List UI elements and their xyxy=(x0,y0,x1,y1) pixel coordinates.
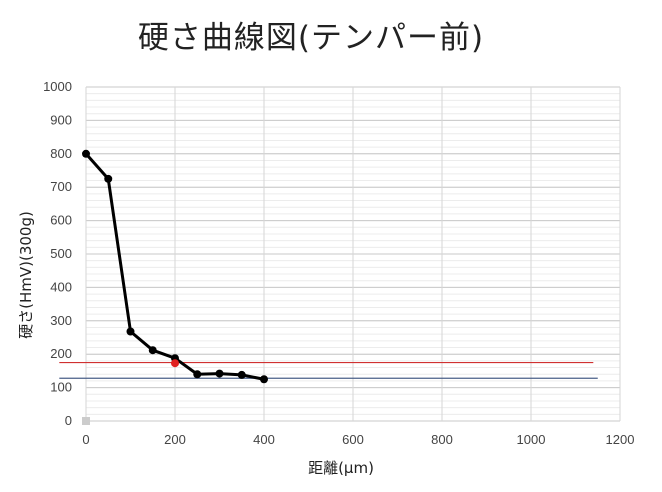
chart-title: 硬さ曲線図(テンパー前) xyxy=(137,20,485,56)
data-point xyxy=(260,375,268,384)
y-tick-label: 500 xyxy=(50,246,72,261)
major-gridlines xyxy=(85,86,621,422)
y-tick-label: 800 xyxy=(50,146,72,161)
y-tick-label: 600 xyxy=(50,213,72,228)
x-tick-label: 400 xyxy=(253,432,275,447)
y-axis-label: 硬さ(HmV)(300g) xyxy=(17,211,35,339)
series-layer xyxy=(82,149,268,425)
data-point xyxy=(148,346,157,355)
y-tick-label: 100 xyxy=(50,380,72,395)
data-point xyxy=(237,370,246,379)
y-tick-label: 400 xyxy=(50,279,72,294)
x-tick-label: 1200 xyxy=(606,432,635,447)
data-point xyxy=(82,149,90,158)
x-tick-label: 1000 xyxy=(517,432,546,447)
y-tick-label: 900 xyxy=(50,112,72,127)
data-point xyxy=(215,369,224,378)
x-axis-label: 距離(μm) xyxy=(308,459,374,477)
highlight-point xyxy=(171,359,179,368)
x-tick-label: 200 xyxy=(164,432,186,447)
y-axis-ticks: 0 100 200 300 400 500 600 700 800 900 1000 xyxy=(43,79,72,428)
data-point xyxy=(126,327,135,336)
y-tick-label: 700 xyxy=(50,179,72,194)
data-point xyxy=(193,370,202,379)
x-tick-label: 600 xyxy=(342,432,364,447)
x-tick-label: 800 xyxy=(431,432,453,447)
y-tick-label: 200 xyxy=(50,346,72,361)
x-tick-label: 0 xyxy=(82,432,89,447)
y-tick-label: 300 xyxy=(50,313,72,328)
origin-marker xyxy=(82,417,90,425)
x-axis-ticks: 0 200 400 600 800 1000 1200 xyxy=(82,432,634,447)
y-tick-label: 1000 xyxy=(43,79,72,94)
data-point xyxy=(104,174,113,183)
reference-lines xyxy=(59,361,598,379)
y-tick-label: 0 xyxy=(65,413,72,428)
